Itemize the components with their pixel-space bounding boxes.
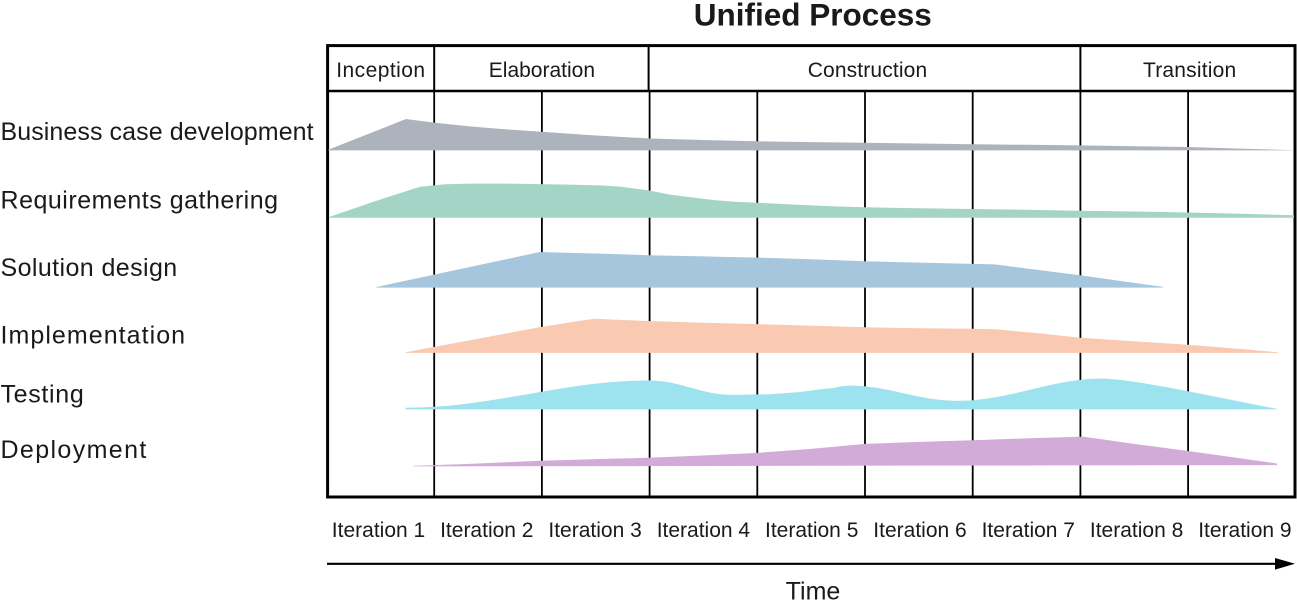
svg-text:Elaboration: Elaboration (489, 59, 595, 82)
svg-text:Iteration 2: Iteration 2 (440, 519, 533, 542)
svg-text:Iteration 1: Iteration 1 (332, 519, 425, 542)
svg-text:Construction: Construction (808, 59, 928, 82)
svg-text:Testing: Testing (1, 380, 85, 408)
svg-text:Requirements gathering: Requirements gathering (1, 186, 279, 214)
svg-text:Unified Process: Unified Process (694, 0, 932, 33)
svg-text:Solution design: Solution design (1, 254, 178, 282)
svg-text:Transition: Transition (1143, 59, 1236, 82)
svg-text:Iteration 6: Iteration 6 (873, 519, 966, 542)
svg-text:Iteration 5: Iteration 5 (765, 519, 858, 542)
svg-text:Deployment: Deployment (1, 436, 148, 464)
svg-text:Iteration 8: Iteration 8 (1090, 519, 1183, 542)
svg-text:Iteration 9: Iteration 9 (1198, 519, 1291, 542)
svg-text:Business case development: Business case development (1, 118, 314, 146)
svg-text:Iteration 7: Iteration 7 (982, 519, 1075, 542)
svg-text:Inception: Inception (336, 59, 425, 82)
svg-text:Implementation: Implementation (1, 322, 187, 350)
svg-text:Iteration 4: Iteration 4 (657, 519, 751, 542)
svg-text:Time: Time (786, 577, 841, 605)
svg-text:Iteration 3: Iteration 3 (548, 519, 641, 542)
